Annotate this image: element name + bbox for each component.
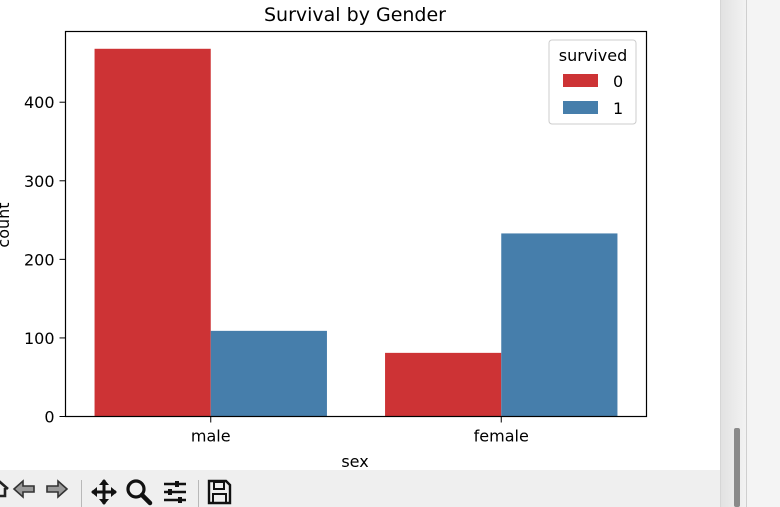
legend-label-1: 1 — [613, 99, 623, 118]
bar-female-survived-0 — [385, 352, 502, 417]
bar-male-survived-1 — [210, 330, 327, 417]
bar-male-survived-0 — [94, 48, 211, 417]
y-axis-label: count — [0, 202, 13, 247]
forward-arrow-icon[interactable] — [43, 478, 71, 506]
pan-icon[interactable] — [90, 478, 118, 506]
y-tick-label: 100 — [24, 329, 55, 348]
configure-subplots-icon[interactable] — [161, 478, 189, 506]
matplotlib-toolbar — [0, 470, 720, 507]
scrollbar-thumb[interactable] — [734, 428, 740, 507]
legend-swatch-0 — [563, 74, 598, 87]
y-tick-label: 200 — [24, 250, 55, 269]
bar-female-survived-1 — [501, 233, 618, 417]
chart-figure: 0 100 200 300 400 male female Survival by Gen… — [0, 4, 648, 470]
home-icon[interactable] — [0, 478, 14, 506]
legend-title: survived — [559, 46, 627, 65]
x-axis-label: sex — [341, 452, 368, 470]
zoom-icon[interactable] — [125, 478, 153, 506]
side-panel — [720, 0, 780, 507]
toolbar-separator — [81, 480, 82, 507]
toolbar-separator — [198, 480, 199, 507]
chart-title: Survival by Gender — [264, 4, 446, 26]
save-icon[interactable] — [205, 478, 233, 506]
y-tick-label: 300 — [24, 172, 55, 191]
chart-canvas: 0 100 200 300 400 male female Survival by Gen… — [0, 4, 648, 470]
legend-label-0: 0 — [613, 72, 623, 91]
y-tick-label: 400 — [24, 93, 55, 112]
y-tick-label: 0 — [44, 408, 54, 427]
x-tick-label-male: male — [191, 427, 231, 446]
legend: survived 0 1 — [548, 39, 637, 125]
plot-frame — [64, 30, 648, 418]
back-arrow-icon[interactable] — [10, 478, 38, 506]
legend-swatch-1 — [563, 101, 598, 114]
x-tick-label-female: female — [474, 427, 529, 446]
